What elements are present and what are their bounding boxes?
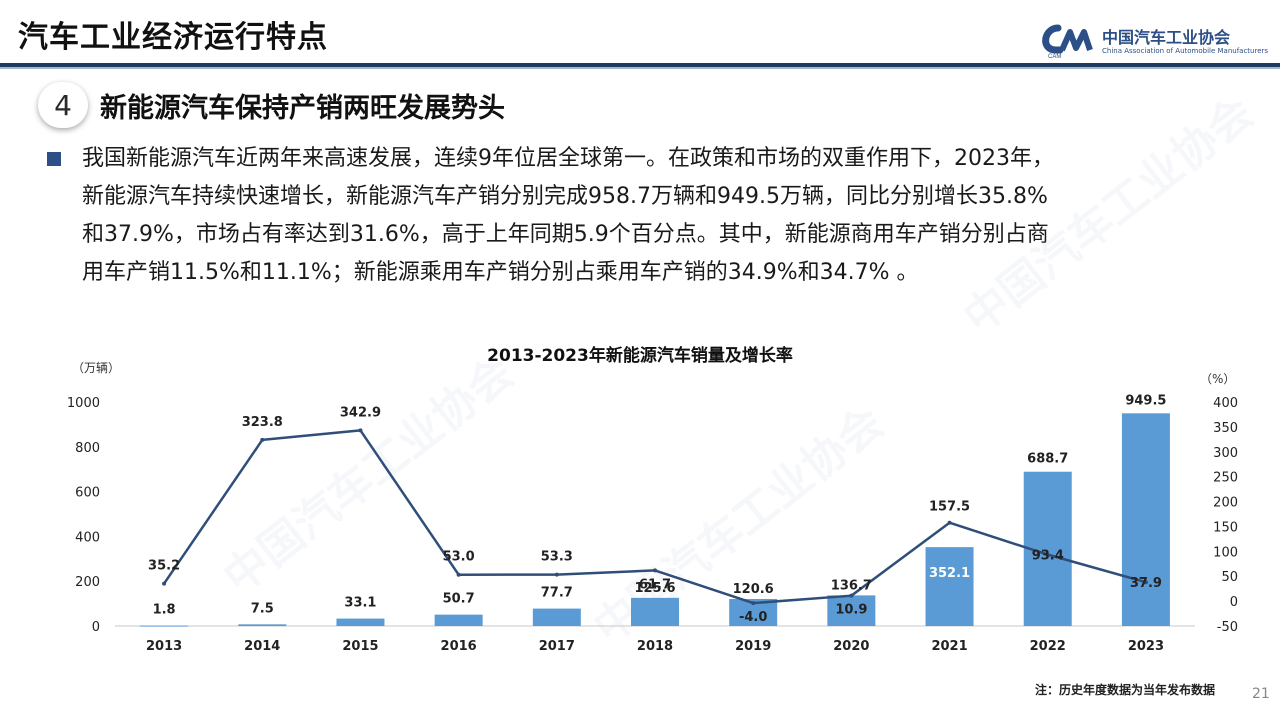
section-title: 新能源汽车保持产销两旺发展势头 [100, 93, 505, 124]
body-paragraph: 我国新能源汽车近两年来高速发展，连续9年位居全球第一。在政策和市场的双重作用下，… [82, 140, 1262, 292]
right-axis-tick: 250 [1213, 471, 1238, 486]
growth-rate-point [162, 581, 167, 586]
right-axis-tick: 0 [1230, 595, 1238, 610]
growth-rate-point [947, 520, 952, 525]
x-axis-category: 2013 [146, 639, 182, 654]
x-axis-category: 2022 [1030, 639, 1066, 654]
bar [827, 595, 876, 626]
growth-rate-point [554, 572, 559, 577]
x-axis-category: 2014 [244, 639, 280, 654]
bar [925, 547, 974, 626]
association-logo: CAM 中国汽车工业协会 China Association of Automo… [1036, 20, 1276, 62]
right-axis-tick: 200 [1213, 496, 1238, 511]
bar-value-label: 33.1 [344, 596, 376, 611]
bar-value-label: 1.8 [153, 603, 176, 618]
logo-english-name: China Association of Automobile Manufact… [1102, 47, 1269, 55]
x-axis-category: 2019 [735, 639, 771, 654]
growth-rate-label: 37.9 [1130, 576, 1162, 591]
chart-note: 注：历史年度数据为当年发布数据 [1035, 682, 1215, 697]
left-axis-tick: 400 [75, 530, 100, 545]
growth-rate-label: 61.7 [639, 577, 671, 592]
left-axis-unit: （万辆） [72, 361, 120, 375]
bullet-icon [47, 152, 61, 166]
x-axis-category: 2017 [539, 639, 575, 654]
growth-rate-point [358, 428, 363, 433]
right-axis-tick: 350 [1213, 421, 1238, 436]
growth-rate-label: 323.8 [242, 415, 283, 430]
x-axis-category: 2023 [1128, 639, 1164, 654]
x-axis-category: 2015 [342, 639, 378, 654]
growth-rate-point [1045, 552, 1050, 557]
bar-value-label: 77.7 [541, 586, 573, 601]
bar [532, 608, 581, 626]
header-divider-accent [0, 67, 1280, 69]
bar [238, 624, 287, 626]
left-axis-tick: 600 [75, 486, 100, 501]
bar [140, 625, 189, 627]
paragraph-line: 用车产销11.5%和11.1%；新能源乘用车产销分别占乘用车产销的34.9%和3… [82, 260, 919, 285]
growth-rate-point [653, 568, 657, 573]
right-axis-tick: -50 [1217, 620, 1238, 635]
left-axis-tick: 200 [75, 575, 100, 590]
section-number-badge: 4 [38, 82, 88, 128]
bar-value-label: 949.5 [1125, 393, 1166, 408]
bar-value-label: 50.7 [443, 592, 475, 607]
x-axis-category: 2021 [931, 639, 967, 654]
growth-rate-point [260, 437, 265, 442]
growth-rate-point [456, 572, 461, 577]
growth-rate-label: 53.0 [443, 550, 475, 565]
cam-logo-icon: CAM [1042, 24, 1093, 60]
bar [631, 597, 679, 626]
growth-rate-point [751, 601, 756, 606]
paragraph-line: 和37.9%，市场占有率达到31.6%，高于上年同期5.9个百分点。其中，新能源… [82, 222, 1049, 247]
growth-rate-label: 342.9 [340, 405, 381, 420]
x-axis-category: 2018 [637, 639, 673, 654]
growth-rate-label: 53.3 [541, 550, 573, 565]
logo-name: 中国汽车工业协会 [1102, 28, 1231, 47]
bar [336, 618, 385, 626]
svg-text:CAM: CAM [1048, 54, 1061, 60]
bar [434, 614, 483, 626]
bar [1121, 413, 1170, 626]
right-axis-unit: （%） [1200, 372, 1235, 386]
bar-value-label: 352.1 [929, 566, 970, 581]
left-axis-tick: 0 [92, 620, 100, 635]
x-axis-category: 2016 [441, 639, 477, 654]
page-header-title: 汽车工业经济运行特点 [18, 20, 328, 55]
right-axis-tick: 300 [1213, 446, 1238, 461]
chart-title: 2013-2023年新能源汽车销量及增长率 [487, 345, 793, 366]
right-axis-tick: 50 [1221, 570, 1238, 585]
bar-value-label: 136.7 [831, 578, 872, 593]
right-axis-tick: 400 [1213, 396, 1238, 411]
right-axis-tick: 100 [1213, 545, 1238, 560]
x-axis-category: 2020 [833, 639, 869, 654]
growth-rate-label: 35.2 [148, 559, 180, 574]
growth-rate-point [1143, 580, 1148, 585]
bar-value-label: 688.7 [1027, 452, 1068, 467]
right-axis-tick: 150 [1213, 520, 1238, 535]
growth-rate-label: 157.5 [929, 500, 970, 515]
bar-value-label: 120.6 [733, 582, 774, 597]
growth-rate-label: 93.4 [1032, 549, 1064, 564]
growth-rate-point [849, 593, 854, 598]
paragraph-line: 我国新能源汽车近两年来高速发展，连续9年位居全球第一。在政策和市场的双重作用下，… [82, 146, 1054, 171]
growth-rate-label: 10.9 [835, 603, 867, 618]
header-divider [0, 63, 1280, 67]
left-axis-tick: 800 [75, 441, 100, 456]
growth-rate-label: -4.0 [739, 610, 767, 625]
bar-value-label: 7.5 [251, 601, 274, 616]
paragraph-line: 新能源汽车持续快速增长，新能源汽车产销分别完成958.7万辆和949.5万辆，同… [82, 184, 1048, 209]
left-axis-tick: 1000 [67, 396, 100, 411]
page-number: 21 [1252, 686, 1270, 702]
bar-value-label: 125.6 [634, 581, 675, 596]
